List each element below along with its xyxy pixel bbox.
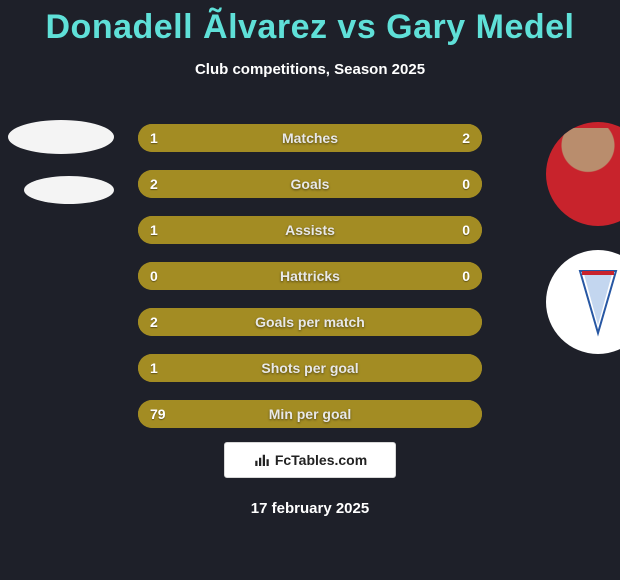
stat-value-left: 79 [150,400,166,428]
stat-value-left: 0 [150,262,158,290]
stat-row: 1Shots per goal [138,354,482,382]
stat-bar-left [138,262,310,290]
bar-chart-icon [253,451,271,469]
stat-value-left: 1 [150,124,158,152]
stat-row: 12Matches [138,124,482,152]
comparison-rows: 12Matches20Goals10Assists00Hattricks2Goa… [138,124,482,446]
stat-row: 79Min per goal [138,400,482,428]
stat-value-left: 2 [150,170,158,198]
stat-value-right: 0 [462,262,470,290]
footer-brand-badge: FcTables.com [224,442,396,478]
player-left-avatar-placeholder [8,120,114,154]
stat-bar-left [138,170,482,198]
stat-value-left: 2 [150,308,158,336]
stat-bar-right [252,124,482,152]
stat-bar-left [138,354,482,382]
shield-pennant-icon [578,267,618,337]
page-title: Donadell Ãlvarez vs Gary Medel [0,0,620,47]
stat-value-left: 1 [150,216,158,244]
player-right-avatar [546,122,620,226]
stat-bar-right [310,262,482,290]
stat-bar-left [138,308,482,336]
stat-value-right: 2 [462,124,470,152]
stat-value-right: 0 [462,170,470,198]
footer-date: 17 february 2025 [0,500,620,517]
stat-row: 10Assists [138,216,482,244]
stat-bar-left [138,400,482,428]
stat-row: 2Goals per match [138,308,482,336]
footer-brand-text: FcTables.com [275,452,367,468]
stat-row: 20Goals [138,170,482,198]
stat-row: 00Hattricks [138,262,482,290]
stat-value-left: 1 [150,354,158,382]
team-right-logo [546,250,620,354]
page-subtitle: Club competitions, Season 2025 [0,61,620,78]
team-left-logo-placeholder [24,176,114,204]
stat-value-right: 0 [462,216,470,244]
stat-bar-left [138,216,482,244]
